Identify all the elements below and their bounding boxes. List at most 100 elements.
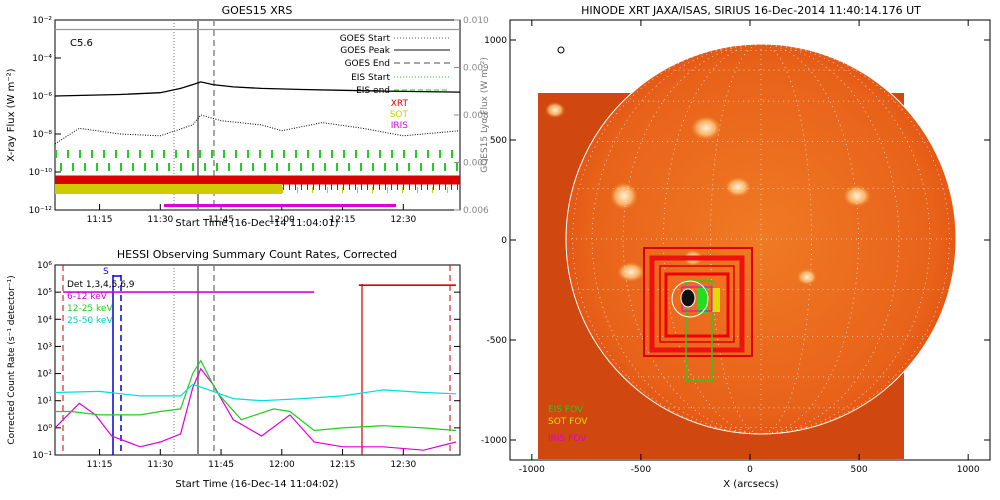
x-tick-label: 12:00 bbox=[269, 460, 295, 470]
legend-sot-fov: SOT FOV bbox=[548, 417, 588, 427]
goes-series bbox=[54, 28, 461, 145]
legend-xrt: XRT bbox=[391, 99, 409, 109]
legend-goes-end: GOES End bbox=[345, 59, 390, 69]
y-tick-label: 10⁵ bbox=[37, 288, 52, 298]
y-tick-label: -1000 bbox=[481, 436, 507, 446]
y-tick-label: 10⁻¹⁰ bbox=[29, 168, 53, 178]
y-tick-label: 10⁻² bbox=[32, 16, 52, 26]
x-tick-label: 11:45 bbox=[208, 215, 234, 225]
sot-fov-box bbox=[712, 288, 720, 312]
y-tick-label: 10⁶ bbox=[37, 261, 52, 271]
y-tick-label: 10² bbox=[37, 370, 52, 380]
x-tick-label: 0 bbox=[747, 465, 753, 475]
goes-legend: GOES Start GOES Peak GOES End EIS Start … bbox=[340, 34, 450, 131]
xrt-x-ticks: -1000 -500 0 500 1000 bbox=[519, 20, 980, 475]
x-tick-label: 12:15 bbox=[330, 215, 356, 225]
xrt-fov-small bbox=[664, 272, 730, 338]
hessi-plot-frame bbox=[54, 264, 461, 456]
goes-y2label: GOES15 Lyα Flux (W m⁻²) bbox=[480, 57, 490, 173]
goes-series-line-0 bbox=[54, 81, 461, 97]
xrt-solar-image bbox=[538, 43, 957, 459]
hessi-series bbox=[54, 284, 457, 451]
y2-tick-label: 0.007 bbox=[463, 159, 489, 169]
eis-fov-fill bbox=[698, 286, 708, 314]
x-tick-label: 11:30 bbox=[147, 215, 173, 225]
hessi-flag: S bbox=[103, 267, 109, 277]
bright-region bbox=[725, 177, 751, 197]
y2-tick-label: 0.009 bbox=[463, 64, 489, 74]
x-tick-label: 500 bbox=[850, 465, 867, 475]
goes-y2-ticks: 0.006 0.007 0.008 0.009 0.010 bbox=[454, 16, 489, 216]
grid-longitude-line bbox=[760, 43, 950, 435]
xrt-fov-inner bbox=[659, 265, 735, 343]
goes-xlabel: Start Time (16-Dec-14 11:04:01) bbox=[175, 218, 338, 229]
x-tick-label: 12:30 bbox=[390, 460, 416, 470]
sot-bar bbox=[55, 184, 282, 194]
goes-flare-class: C5.6 bbox=[70, 38, 93, 49]
xrt-fov-mid bbox=[649, 255, 745, 353]
xrt-fov-outer bbox=[643, 247, 753, 357]
bright-region bbox=[617, 262, 645, 282]
goes-ylabel: X-ray Flux (W m⁻²) bbox=[6, 68, 17, 161]
legend-eis-start: EIS Start bbox=[351, 73, 390, 83]
legend-det: Det 1,3,4,5,6,9 bbox=[67, 280, 135, 290]
x-tick-label: 11:15 bbox=[87, 215, 113, 225]
y-tick-label: 10⁻⁸ bbox=[32, 130, 52, 140]
bright-region bbox=[843, 185, 871, 207]
xrt-xlabel: X (arcsecs) bbox=[723, 479, 779, 490]
heliographic-grid bbox=[566, 43, 956, 435]
xrt-title: HINODE XRT JAXA/ISAS, SIRIUS 16-Dec-2014… bbox=[581, 4, 921, 17]
bright-region bbox=[610, 182, 638, 210]
legend-12-25: 12-25 keV bbox=[67, 304, 113, 314]
hessi-panel: HESSI Observing Summary Count Rates, Cor… bbox=[7, 248, 461, 490]
y-tick-label: 10⁴ bbox=[37, 315, 52, 325]
grid-longitude-line bbox=[710, 43, 762, 435]
eis-fov-box bbox=[685, 280, 713, 382]
hessi-series-line-2 bbox=[54, 383, 456, 402]
hessi-y-ticks: 10⁻¹ 10⁰ 10¹ 10² 10³ 10⁴ 10⁵ 10⁶ bbox=[32, 261, 460, 461]
x-tick-label: 11:45 bbox=[208, 460, 234, 470]
hessi-series-line-1 bbox=[55, 359, 456, 432]
hessi-series-line-0 bbox=[54, 367, 457, 451]
legend-eis-fov: EIS FOV bbox=[548, 405, 584, 415]
x-tick-label: 11:15 bbox=[87, 460, 113, 470]
xrt-fov-boxes bbox=[643, 247, 753, 357]
y2-tick-label: 0.008 bbox=[463, 111, 489, 121]
x-tick-label: 12:15 bbox=[330, 460, 356, 470]
xrt-panel: HINODE XRT JAXA/ISAS, SIRIUS 16-Dec-2014… bbox=[481, 4, 991, 490]
x-tick-label: -500 bbox=[631, 465, 652, 475]
hessi-xlabel: Start Time (16-Dec-14 11:04:02) bbox=[175, 479, 338, 490]
xrt-bar bbox=[55, 175, 460, 190]
hessi-x-ticks: 11:15 11:30 11:45 12:00 12:15 12:30 bbox=[87, 449, 417, 470]
xrt-legend: EIS FOV SOT FOV IRIS FOV bbox=[548, 405, 588, 444]
goes-title: GOES15 XRS bbox=[222, 4, 293, 17]
y-tick-label: 10⁰ bbox=[37, 424, 52, 434]
legend-eis-end: EIS end bbox=[356, 86, 390, 96]
legend-sot: SOT bbox=[390, 110, 409, 120]
legend-iris-fov: IRIS FOV bbox=[548, 434, 587, 444]
goes-series-line-1 bbox=[54, 114, 461, 145]
y2-tick-label: 0.010 bbox=[463, 16, 489, 26]
x-tick-label: -1000 bbox=[519, 465, 545, 475]
bright-region bbox=[797, 269, 817, 285]
y-tick-label: 10¹ bbox=[37, 397, 52, 407]
y-tick-label: 10⁻¹ bbox=[32, 451, 52, 461]
hessi-legend: Det 1,3,4,5,6,9 6-12 keV 12-25 keV 25-50… bbox=[67, 280, 135, 326]
y-tick-label: 10⁻⁴ bbox=[32, 54, 52, 64]
y-tick-label: 10⁻¹² bbox=[29, 206, 53, 216]
grid-longitude-line bbox=[760, 43, 812, 435]
x-tick-label: 12:30 bbox=[390, 215, 416, 225]
hessi-ylabel: Corrected Count Rate (s⁻¹ detector⁻¹) bbox=[7, 275, 17, 444]
grid-longitude-line bbox=[572, 43, 762, 435]
bright-region bbox=[691, 116, 721, 140]
hessi-title: HESSI Observing Summary Count Rates, Cor… bbox=[117, 248, 397, 261]
x-tick-label: 1000 bbox=[957, 465, 980, 475]
y-tick-label: 10³ bbox=[37, 342, 52, 352]
y2-tick-label: 0.006 bbox=[463, 206, 489, 216]
x-tick-label: 11:30 bbox=[147, 460, 173, 470]
legend-goes-peak: GOES Peak bbox=[340, 46, 390, 56]
bright-region bbox=[545, 102, 565, 118]
iris-bar bbox=[164, 204, 396, 207]
y-tick-label: 500 bbox=[490, 136, 507, 146]
